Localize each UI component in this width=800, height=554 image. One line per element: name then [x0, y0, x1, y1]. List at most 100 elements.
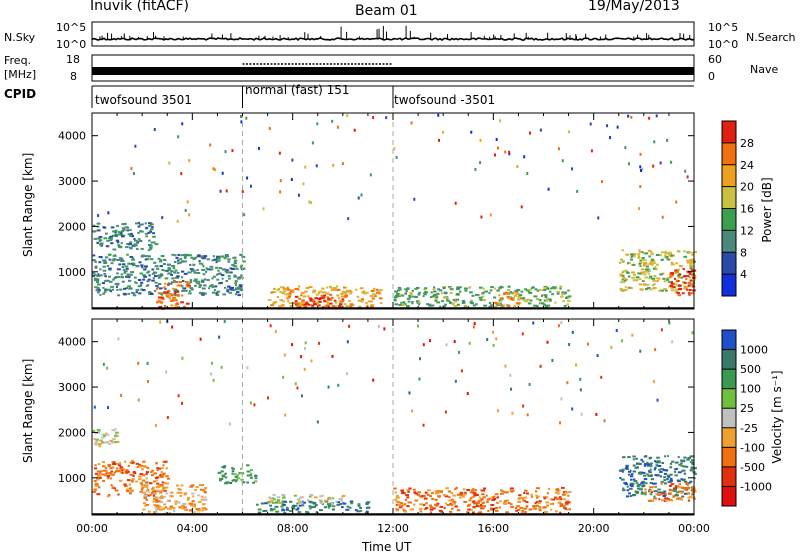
echo-pixel [225, 189, 228, 193]
colorbar-swatch [722, 466, 736, 487]
colorbar-swatch [722, 330, 736, 350]
echo-pixel [223, 320, 226, 324]
echo-pixel [288, 302, 293, 305]
echo-pixel [653, 275, 657, 277]
echo-pixel [121, 471, 124, 474]
echo-pixel [115, 282, 120, 285]
echo-pixel [326, 296, 329, 299]
echo-pixel [664, 254, 667, 257]
echo-pixel [538, 500, 542, 503]
echo-pixel [652, 380, 655, 384]
echo-pixel [106, 441, 109, 443]
echo-pixel [158, 505, 162, 508]
echo-pixel [204, 508, 208, 511]
echo-pixel [145, 227, 148, 230]
echo-pixel [652, 287, 655, 290]
echo-pixel [116, 289, 119, 291]
echo-pixel [196, 269, 199, 271]
echo-pixel [181, 289, 185, 292]
echo-pixel [99, 293, 102, 296]
echo-pixel [94, 472, 99, 475]
echo-pixel [428, 504, 432, 507]
echo-pixel [154, 265, 159, 268]
echo-pixel [94, 464, 97, 467]
echo-pixel [145, 498, 149, 501]
echo-pixel [682, 487, 687, 489]
echo-pixel [132, 172, 135, 176]
echo-pixel [645, 283, 650, 286]
echo-pixel [428, 304, 433, 307]
echo-pixel [413, 197, 416, 201]
echo-pixel [669, 466, 673, 469]
echo-pixel [393, 487, 397, 490]
echo-pixel [281, 292, 285, 295]
echo-pixel [327, 496, 332, 499]
echo-pixel [523, 499, 526, 502]
echo-pixel [331, 305, 335, 308]
colorbar-tick-label: 4 [740, 268, 747, 281]
echo-pixel [511, 411, 514, 415]
echo-pixel [143, 275, 147, 278]
echo-pixel [448, 300, 451, 303]
echo-pixel [224, 270, 228, 273]
echo-pixel [481, 502, 484, 504]
echo-pixel [182, 505, 185, 508]
echo-pixel [692, 285, 695, 288]
echo-pixel [517, 501, 522, 503]
echo-pixel [655, 254, 660, 256]
echo-pixel [201, 507, 205, 510]
echo-pixel [195, 486, 199, 488]
echo-pixel [116, 259, 121, 261]
echo-pixel [329, 293, 333, 296]
echo-pixel [171, 495, 174, 498]
echo-pixel [129, 246, 133, 249]
echo-pixel [511, 506, 514, 508]
echo-pixel [321, 287, 325, 290]
echo-pixel [138, 475, 142, 478]
echo-pixel [498, 286, 502, 289]
echo-pixel [559, 503, 563, 506]
echo-pixel [112, 254, 117, 257]
echo-pixel [166, 477, 171, 480]
colorbar-tick-label: 1000 [740, 344, 768, 357]
echo-pixel [309, 303, 312, 306]
echo-pixel [571, 167, 574, 171]
echo-pixel [663, 479, 666, 482]
echo-pixel [184, 289, 188, 292]
echo-pixel [128, 233, 131, 236]
echo-pixel [508, 150, 511, 154]
echo-pixel [155, 267, 160, 270]
echo-pixel [189, 279, 193, 282]
echo-pixel [537, 495, 540, 498]
echo-pixel [160, 476, 164, 478]
echo-pixel [538, 289, 542, 291]
echo-pixel [652, 482, 655, 485]
echo-pixel [630, 473, 634, 476]
echo-pixel [314, 496, 318, 499]
echo-pixel [529, 299, 533, 302]
echo-pixel [320, 295, 324, 298]
echo-pixel [524, 300, 529, 303]
echo-pixel [172, 267, 176, 270]
echo-pixel [288, 295, 292, 298]
echo-pixel [129, 461, 132, 464]
echo-pixel [433, 290, 437, 293]
echo-pixel [504, 500, 507, 503]
echo-pixel [670, 281, 673, 284]
echo-pixel [590, 149, 593, 153]
echo-pixel [404, 288, 408, 291]
echo-pixel [664, 499, 669, 502]
echo-pixel [418, 377, 421, 381]
echo-pixel [580, 412, 583, 416]
echo-pixel [143, 496, 147, 499]
echo-pixel [622, 489, 626, 492]
echo-pixel [370, 305, 374, 308]
echo-pixel [100, 274, 103, 277]
echo-pixel [165, 467, 169, 470]
echo-pixel [421, 494, 424, 497]
echo-pixel [670, 289, 675, 292]
echo-pixel [134, 239, 138, 242]
echo-pixel [119, 259, 123, 262]
echo-pixel [494, 509, 499, 512]
echo-pixel [145, 484, 149, 487]
